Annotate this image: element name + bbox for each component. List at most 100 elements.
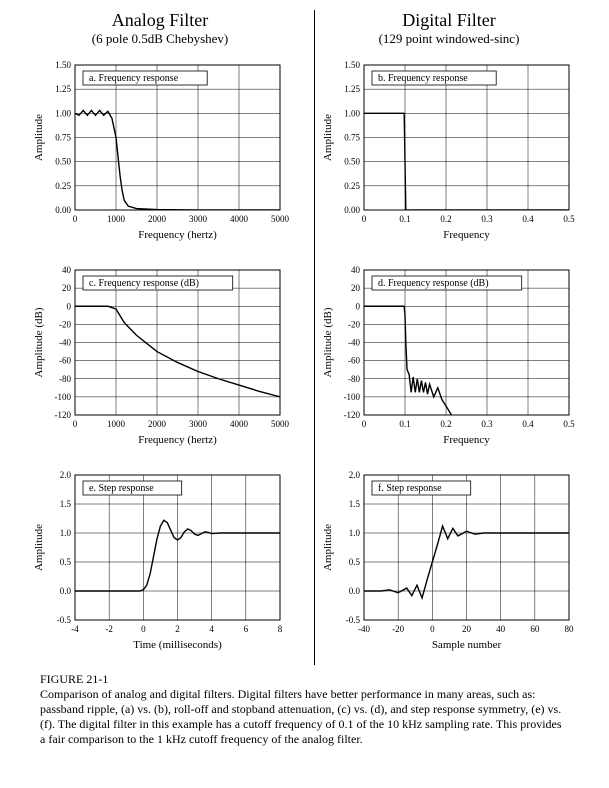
svg-text:0.00: 0.00 [55, 205, 71, 215]
svg-text:-80: -80 [59, 374, 71, 384]
svg-text:Time (milliseconds): Time (milliseconds) [133, 639, 222, 651]
svg-text:0.25: 0.25 [344, 181, 360, 191]
svg-text:0.2: 0.2 [440, 419, 451, 429]
svg-text:0.1: 0.1 [399, 214, 410, 224]
svg-text:2.0: 2.0 [60, 470, 72, 480]
svg-text:0.75: 0.75 [344, 133, 360, 143]
svg-text:-0.5: -0.5 [346, 615, 361, 625]
svg-text:-60: -60 [348, 356, 360, 366]
svg-text:80: 80 [565, 624, 575, 634]
svg-text:1.0: 1.0 [60, 528, 72, 538]
center-divider [314, 10, 315, 665]
svg-text:1.25: 1.25 [344, 84, 360, 94]
svg-text:0.5: 0.5 [563, 419, 575, 429]
digital-subtitle: (129 point windowed-sinc) [319, 31, 579, 47]
svg-text:Amplitude: Amplitude [322, 524, 334, 571]
svg-text:b. Frequency response: b. Frequency response [378, 73, 468, 84]
svg-text:-0.5: -0.5 [57, 615, 72, 625]
svg-text:Amplitude (dB): Amplitude (dB) [33, 307, 45, 377]
svg-text:Frequency: Frequency [443, 434, 490, 446]
svg-text:0.2: 0.2 [440, 214, 451, 224]
svg-text:0.5: 0.5 [349, 557, 361, 567]
svg-text:0.4: 0.4 [522, 214, 534, 224]
svg-text:-4: -4 [71, 624, 79, 634]
svg-text:40: 40 [351, 265, 361, 275]
svg-text:0: 0 [73, 419, 78, 429]
svg-text:-20: -20 [392, 624, 404, 634]
svg-text:e. Step response: e. Step response [89, 483, 154, 494]
svg-text:d. Frequency response (dB): d. Frequency response (dB) [378, 278, 489, 289]
analog-subtitle: (6 pole 0.5dB Chebyshev) [30, 31, 290, 47]
svg-text:0.50: 0.50 [55, 157, 71, 167]
svg-text:1.00: 1.00 [55, 108, 71, 118]
svg-text:2.0: 2.0 [349, 470, 361, 480]
svg-text:1.50: 1.50 [344, 60, 360, 70]
svg-text:0: 0 [430, 624, 435, 634]
svg-text:-100: -100 [55, 392, 72, 402]
svg-text:c. Frequency response (dB): c. Frequency response (dB) [89, 278, 199, 289]
svg-text:60: 60 [530, 624, 540, 634]
digital-title: Digital Filter [319, 10, 579, 31]
svg-text:Amplitude: Amplitude [33, 114, 45, 161]
svg-text:a. Frequency response: a. Frequency response [89, 73, 179, 84]
svg-text:Amplitude (dB): Amplitude (dB) [322, 307, 334, 377]
svg-text:8: 8 [278, 624, 283, 634]
svg-text:0.00: 0.00 [344, 205, 360, 215]
svg-text:-2: -2 [105, 624, 113, 634]
svg-text:Frequency (hertz): Frequency (hertz) [138, 434, 217, 446]
svg-text:-60: -60 [59, 356, 71, 366]
chart-grid: 0100020003000400050000.000.250.500.751.0… [10, 57, 599, 672]
svg-text:-100: -100 [344, 392, 361, 402]
svg-text:20: 20 [462, 624, 472, 634]
svg-text:Amplitude: Amplitude [322, 114, 334, 161]
analog-header: Analog Filter (6 pole 0.5dB Chebyshev) [30, 10, 290, 47]
svg-text:0.5: 0.5 [563, 214, 575, 224]
svg-text:0: 0 [141, 624, 146, 634]
chart-e: -4-202468-0.50.00.51.01.52.0Time (millis… [30, 467, 290, 652]
svg-text:0: 0 [67, 301, 72, 311]
svg-text:40: 40 [62, 265, 72, 275]
svg-text:20: 20 [62, 283, 72, 293]
svg-text:40: 40 [496, 624, 506, 634]
svg-text:-40: -40 [348, 338, 360, 348]
chart-b: 00.10.20.30.40.50.000.250.500.751.001.25… [319, 57, 579, 242]
svg-text:2: 2 [175, 624, 180, 634]
svg-text:-20: -20 [59, 319, 71, 329]
svg-text:0.0: 0.0 [60, 586, 72, 596]
svg-text:5000: 5000 [271, 214, 290, 224]
svg-text:0.3: 0.3 [481, 419, 493, 429]
chart-c: 010002000300040005000-120-100-80-60-40-2… [30, 262, 290, 447]
svg-text:f. Step response: f. Step response [378, 483, 442, 494]
svg-text:0.5: 0.5 [60, 557, 72, 567]
svg-text:-40: -40 [59, 338, 71, 348]
svg-text:4000: 4000 [230, 214, 249, 224]
svg-text:Frequency (hertz): Frequency (hertz) [138, 229, 217, 241]
svg-text:0.1: 0.1 [399, 419, 410, 429]
svg-text:-40: -40 [358, 624, 370, 634]
figure-caption: FIGURE 21-1 Comparison of analog and dig… [10, 672, 599, 747]
svg-text:-120: -120 [344, 410, 361, 420]
svg-text:Sample number: Sample number [432, 639, 502, 651]
svg-text:0.50: 0.50 [344, 157, 360, 167]
svg-text:3000: 3000 [189, 214, 208, 224]
column-headers: Analog Filter (6 pole 0.5dB Chebyshev) D… [30, 10, 579, 47]
digital-header: Digital Filter (129 point windowed-sinc) [319, 10, 579, 47]
svg-text:0.75: 0.75 [55, 133, 71, 143]
svg-text:0.4: 0.4 [522, 419, 534, 429]
svg-text:0: 0 [356, 301, 361, 311]
svg-text:1.50: 1.50 [55, 60, 71, 70]
svg-text:0: 0 [362, 214, 367, 224]
svg-text:20: 20 [351, 283, 361, 293]
svg-text:4000: 4000 [230, 419, 249, 429]
svg-text:1.00: 1.00 [344, 108, 360, 118]
svg-text:Amplitude: Amplitude [33, 524, 45, 571]
svg-text:0: 0 [73, 214, 78, 224]
svg-text:1.0: 1.0 [349, 528, 361, 538]
svg-text:1000: 1000 [107, 419, 126, 429]
svg-text:-120: -120 [55, 410, 72, 420]
svg-text:-80: -80 [348, 374, 360, 384]
svg-text:4: 4 [209, 624, 214, 634]
svg-text:1.25: 1.25 [55, 84, 71, 94]
chart-a: 0100020003000400050000.000.250.500.751.0… [30, 57, 290, 242]
svg-text:6: 6 [244, 624, 249, 634]
